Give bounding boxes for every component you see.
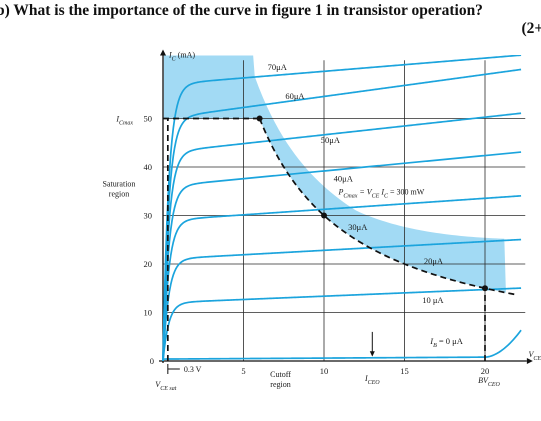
saturation-label-2: region: [109, 189, 129, 198]
curve-series: [162, 287, 522, 362]
x-axis-label: VCE: [528, 350, 541, 362]
y-tick-label: 40: [144, 162, 153, 172]
figure-labels: 5 10 15 20 10 20 30 40 50 0 IC (mA) VCE ICmax Saturat…: [103, 50, 541, 392]
curve-label: 70μA: [268, 62, 288, 72]
curve-series: [162, 112, 522, 362]
curve-label: 50μA: [321, 135, 341, 145]
curve-series: [162, 68, 522, 362]
y-axis-arrow: [160, 49, 166, 56]
pcmax-hyperbola: [258, 118, 518, 296]
question-text: b) What is the importance of the curve i…: [0, 2, 483, 19]
curve-series: [162, 194, 522, 362]
characteristic-curves: [162, 55, 522, 362]
pcmax-label: PCmax = VCE IC = 300 mW: [337, 188, 424, 200]
y-tick-label: 50: [144, 114, 153, 124]
curve-label: 60μA: [285, 91, 305, 101]
limit-dashed-lines: [163, 115, 518, 361]
mid-point: [321, 212, 327, 219]
vcesat-value: 0.3 V: [184, 365, 202, 374]
curve-label: 30μA: [348, 222, 368, 232]
curve-series: [162, 238, 522, 362]
x-tick-label: 20: [481, 366, 490, 376]
safe-area-fill: [163, 55, 506, 293]
icmax-label: ICmax: [115, 115, 133, 127]
curve-series: [162, 151, 522, 362]
axes: [159, 49, 533, 364]
x-tick-label: 5: [241, 366, 245, 376]
curve-label: 10 μA: [422, 295, 444, 305]
marks-text: (2+2: [521, 20, 541, 37]
y-tick-label: 30: [144, 211, 153, 221]
x-axis-arrow: [526, 358, 533, 364]
safe-operating-area-shade: [163, 55, 506, 293]
bvceo-label: BVCEO: [478, 376, 500, 388]
y-axis-label: IC (mA): [168, 50, 195, 62]
bvceo-point: [482, 285, 488, 292]
origin-label: 0: [150, 356, 154, 366]
curve-label: 40μA: [334, 174, 354, 184]
cutoff-label-2: region: [270, 380, 290, 389]
curve-series: [162, 55, 522, 362]
saturation-label: Saturation: [103, 179, 136, 188]
curve-label: 20μA: [424, 256, 444, 266]
vcesat-label: VCE sat: [155, 380, 176, 392]
y-tick-label: 10: [144, 308, 153, 318]
x-tick-label: 15: [400, 366, 409, 376]
curve-series: [162, 329, 522, 360]
icmax-point: [256, 115, 263, 122]
iceo-label: ICEO: [364, 374, 380, 386]
ib0-label: IB = 0 μA: [429, 336, 463, 349]
y-tick-label: 20: [144, 259, 153, 269]
x-tick-label: 10: [320, 366, 329, 376]
vcesat-pointer: [167, 364, 180, 374]
cutoff-label: Cutoff: [270, 370, 291, 379]
iceo-arrowhead: [369, 351, 375, 357]
